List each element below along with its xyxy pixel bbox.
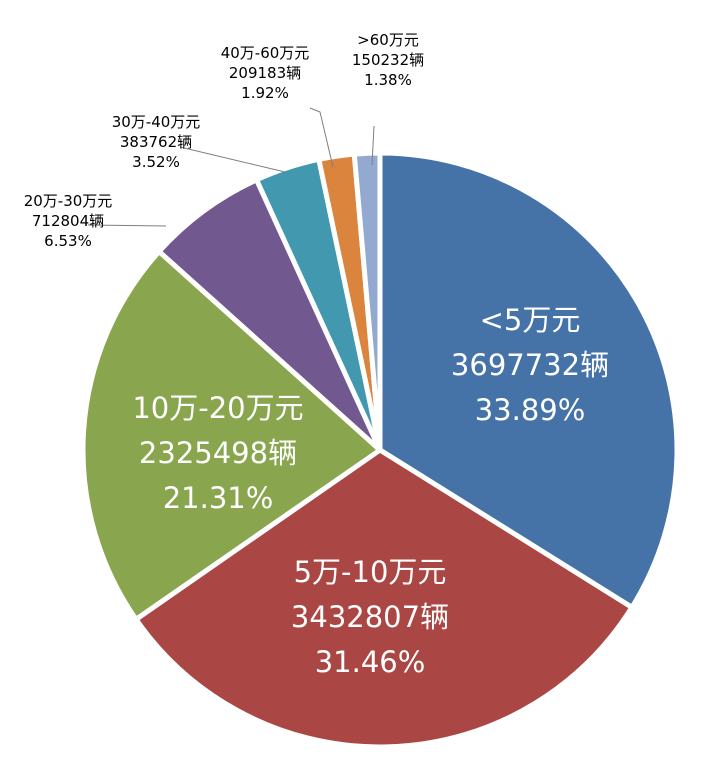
slice-label: 10万-20万元 2325498辆 21.31% <box>132 391 303 515</box>
slice-label-count: 209183辆 <box>229 64 301 82</box>
slice-label-percent: 21.31% <box>163 481 274 515</box>
leader-line <box>179 146 286 173</box>
pie-slice <box>132 447 636 750</box>
slice-label-count: 2325498辆 <box>139 436 297 470</box>
leader-line <box>371 125 375 166</box>
slice-label-percent: 6.53% <box>44 232 92 250</box>
slice-label-percent: 1.38% <box>364 71 412 89</box>
slice-label-name: 5万-10万元 <box>294 555 447 589</box>
slice-label-name: 40万-60万元 <box>221 44 310 62</box>
slice-label-percent: 31.46% <box>315 645 426 679</box>
slice-label-count: 150232辆 <box>352 51 424 69</box>
pie-slice <box>80 247 385 623</box>
leader-line <box>309 107 334 168</box>
slice-label-name: <5万元 <box>480 303 581 337</box>
slice-label-name: 20万-30万元 <box>24 192 113 210</box>
slice-label-percent: 3.52% <box>132 153 180 171</box>
pie-slices <box>80 150 680 750</box>
slice-labels: <5万元 3697732辆 33.89% 5万-10万元 3432807辆 31.46% 1… <box>24 31 609 679</box>
slice-label-count: 712804辆 <box>32 212 104 230</box>
slice-label-count: 3697732辆 <box>451 348 609 382</box>
leader-lines <box>87 107 375 227</box>
slice-label-name: 10万-20万元 <box>132 391 303 425</box>
slice-label: <5万元 3697732辆 33.89% <box>451 303 609 427</box>
leader-line <box>87 224 167 227</box>
slice-label-percent: 1.92% <box>241 84 289 102</box>
pie-slice <box>351 150 383 451</box>
slice-label: 40万-60万元 209183辆 1.92% <box>221 44 310 102</box>
slice-label: 5万-10万元 3432807辆 31.46% <box>291 555 449 679</box>
slice-label-name: 30万-40万元 <box>112 113 201 131</box>
slice-label-count: 383762辆 <box>120 133 192 151</box>
slice-label-count: 3432807辆 <box>291 600 449 634</box>
slice-label: 30万-40万元 383762辆 3.52% <box>112 113 201 171</box>
slice-label-name: >60万元 <box>357 31 419 49</box>
slice-label: 20万-30万元 712804辆 6.53% <box>24 192 113 250</box>
slice-label: >60万元 150232辆 1.38% <box>352 31 424 89</box>
slice-label-percent: 33.89% <box>475 393 586 427</box>
